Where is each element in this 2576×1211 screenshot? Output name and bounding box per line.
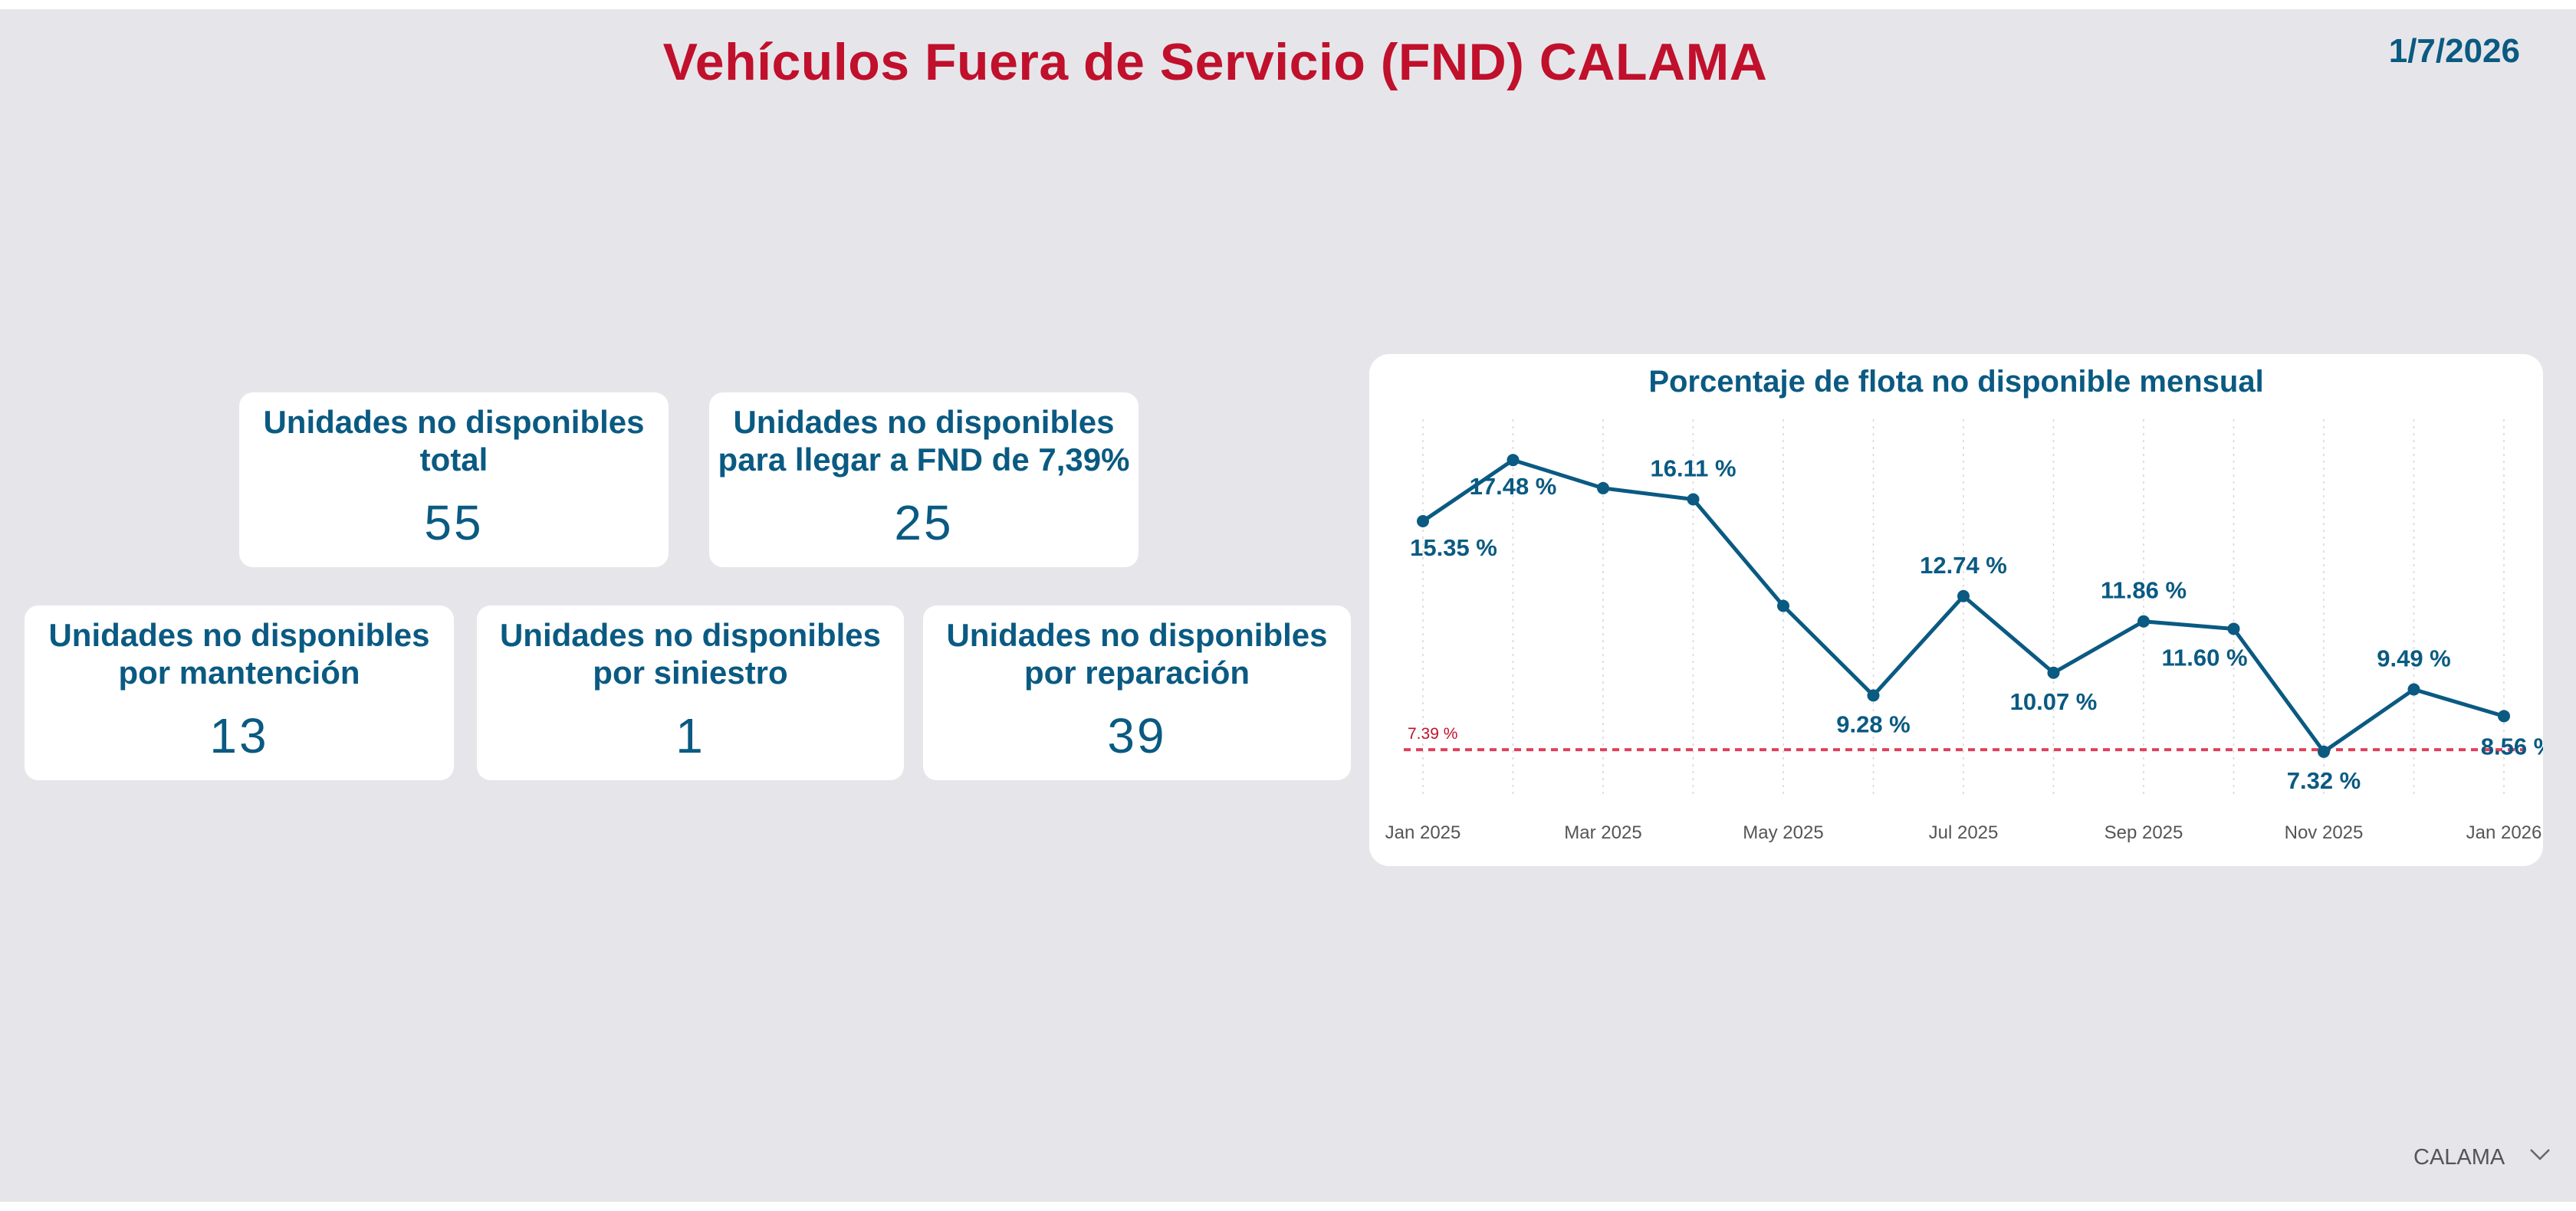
- x-tick-label: May 2025: [1743, 822, 1823, 843]
- kpi-label-line: por reparación: [1024, 655, 1250, 691]
- data-point: [2227, 622, 2240, 635]
- kpi-label: Unidades no disponibles por mantención: [25, 606, 454, 691]
- x-tick-label: Jul 2025: [1929, 822, 1999, 843]
- location-slicer[interactable]: CALAMA: [2413, 1142, 2567, 1176]
- data-label: 17.48 %: [1470, 473, 1557, 500]
- kpi-label-line: Unidades no disponibles: [499, 617, 882, 653]
- kpi-label: Unidades no disponibles total: [239, 392, 669, 478]
- line-chart-plot: 7.39 % 15.35 % 17.48 % 16.11 % 9.28 % 12.74 %…: [1385, 419, 2543, 843]
- data-label: 9.28 %: [1836, 711, 1911, 737]
- x-tick-label: Sep 2025: [2104, 822, 2183, 843]
- data-label: 7.32 %: [2287, 767, 2361, 794]
- kpi-label-line: para llegar a FND de 7,39%: [718, 441, 1130, 478]
- x-tick-label: Mar 2025: [1564, 822, 1641, 843]
- data-point: [2318, 745, 2330, 758]
- kpi-label-line: Unidades no disponibles: [946, 617, 1328, 653]
- slicer-selected-value: CALAMA: [2413, 1145, 2505, 1170]
- data-point: [2137, 615, 2150, 628]
- reference-line-label: 7.39 %: [1408, 725, 1457, 743]
- monthly-unavailable-chart: Porcentaje de flota no disponible mensua…: [1369, 354, 2543, 866]
- report-date: 1/7/2026: [2388, 32, 2520, 70]
- data-label: 15.35 %: [1410, 534, 1497, 561]
- kpi-card-to-target: Unidades no disponibles para llegar a FN…: [709, 392, 1138, 567]
- kpi-label-line: Unidades no disponibles: [263, 404, 645, 440]
- data-point: [1597, 481, 1609, 494]
- kpi-card-maintenance: Unidades no disponibles por mantención 1…: [25, 606, 454, 780]
- data-point: [2407, 683, 2420, 696]
- data-label: 8.56 %: [2481, 733, 2543, 760]
- kpi-label-line: Unidades no disponibles: [733, 404, 1115, 440]
- kpi-value: 1: [675, 708, 705, 763]
- kpi-card-repair: Unidades no disponibles por reparación 3…: [923, 606, 1351, 780]
- data-point: [1687, 493, 1700, 506]
- kpi-label: Unidades no disponibles por reparación: [923, 606, 1351, 691]
- x-tick-label: Jan 2025: [1385, 822, 1461, 843]
- chart-title: Porcentaje de flota no disponible mensua…: [1648, 365, 2264, 399]
- data-label: 11.86 %: [2101, 577, 2187, 604]
- data-label: 16.11 %: [1650, 455, 1736, 482]
- kpi-label-line: total: [419, 441, 488, 478]
- data-point: [2498, 710, 2510, 723]
- x-tick-label: Jan 2026: [2466, 822, 2542, 843]
- chevron-down-icon[interactable]: [2528, 1147, 2551, 1162]
- data-point: [2047, 666, 2060, 679]
- data-point: [1867, 689, 1880, 702]
- data-point: [1777, 599, 1789, 612]
- kpi-value: 25: [894, 495, 954, 550]
- data-label: 10.07 %: [2010, 688, 2098, 715]
- data-point: [1506, 454, 1520, 467]
- kpi-label-line: por siniestro: [593, 655, 788, 691]
- kpi-label: Unidades no disponibles por siniestro: [477, 606, 904, 691]
- data-point: [1417, 514, 1429, 527]
- page-title: Vehículos Fuera de Servicio (FND) CALAMA: [662, 33, 1768, 91]
- kpi-card-total: Unidades no disponibles total 55: [239, 392, 669, 567]
- report-canvas: Vehículos Fuera de Servicio (FND) CALAMA…: [0, 9, 2576, 1202]
- kpi-label: Unidades no disponibles para llegar a FN…: [709, 392, 1138, 478]
- kpi-label-line: Unidades no disponibles: [48, 617, 430, 653]
- kpi-value: 55: [424, 495, 484, 550]
- x-tick-label: Nov 2025: [2285, 822, 2364, 843]
- kpi-label-line: por mantención: [118, 655, 360, 691]
- data-label: 11.60 %: [2161, 644, 2247, 671]
- data-label: 12.74 %: [1920, 552, 2007, 579]
- data-point: [1957, 589, 1970, 602]
- kpi-value: 13: [209, 708, 269, 763]
- kpi-value: 39: [1107, 708, 1167, 763]
- data-label: 9.49 %: [2377, 645, 2451, 672]
- kpi-card-accident: Unidades no disponibles por siniestro 1: [477, 606, 904, 780]
